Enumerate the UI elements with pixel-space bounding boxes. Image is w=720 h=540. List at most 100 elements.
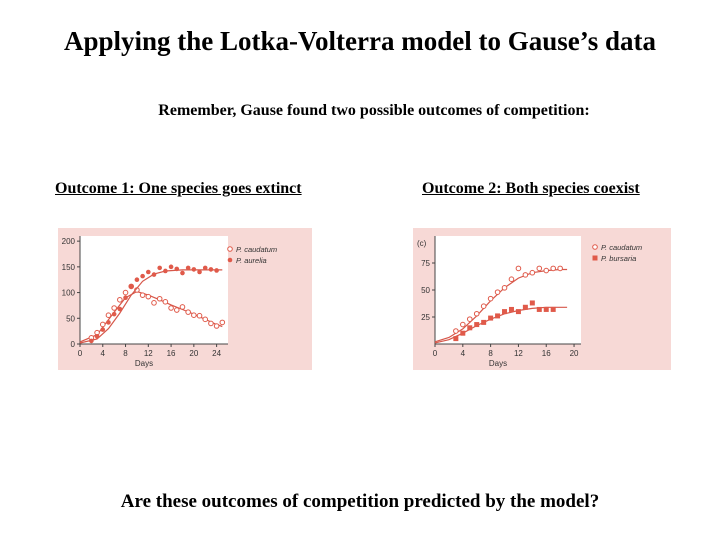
data-point	[185, 265, 191, 271]
y-tick-label: 50	[421, 286, 430, 295]
data-point	[196, 312, 203, 319]
series-0	[434, 265, 568, 343]
data-point	[495, 313, 501, 319]
data-point	[168, 264, 174, 270]
data-point	[111, 305, 117, 311]
data-point	[146, 269, 151, 275]
data-point	[197, 269, 202, 275]
data-point	[173, 307, 180, 313]
legend-marker	[227, 257, 233, 263]
data-point	[156, 295, 163, 302]
panel-label: (c)	[417, 239, 427, 248]
data-point	[488, 315, 494, 321]
data-point	[208, 267, 214, 272]
x-tick-label: 0	[433, 349, 438, 358]
data-point	[140, 273, 145, 279]
data-point	[168, 305, 174, 311]
legend-label: P. caudatum	[601, 243, 642, 252]
data-point	[202, 265, 208, 271]
x-tick-label: 8	[488, 349, 493, 358]
data-point	[536, 306, 542, 312]
data-point	[139, 292, 146, 298]
data-point	[105, 312, 112, 318]
data-point	[191, 312, 197, 318]
y-tick-label: 200	[62, 237, 76, 246]
data-point	[191, 267, 197, 272]
data-point	[106, 320, 111, 325]
data-point	[202, 316, 209, 323]
data-point	[467, 325, 473, 331]
data-point	[550, 265, 556, 272]
data-point	[219, 319, 226, 326]
data-point	[111, 311, 117, 317]
data-point	[123, 295, 128, 301]
data-point	[481, 319, 487, 325]
y-tick-label: 50	[66, 314, 75, 323]
data-point	[543, 267, 550, 274]
data-point	[162, 299, 169, 305]
x-tick-label: 4	[461, 349, 466, 358]
data-point	[99, 321, 106, 328]
data-point	[508, 306, 514, 312]
series-1	[434, 300, 568, 344]
data-point	[474, 322, 480, 328]
legend-label: P. bursaria	[601, 254, 636, 263]
data-point	[122, 289, 129, 296]
outcome-2-heading: Outcome 2: Both species coexist	[422, 180, 640, 197]
data-point	[501, 285, 508, 291]
data-point	[134, 277, 140, 283]
data-point	[157, 265, 162, 271]
legend-marker	[227, 246, 233, 252]
data-point	[94, 333, 100, 339]
data-point	[536, 265, 543, 272]
data-point	[515, 265, 522, 272]
data-point	[529, 269, 536, 276]
data-point	[502, 309, 508, 315]
x-tick-label: 12	[144, 349, 153, 358]
slide-title: Applying the Lotka-Volterra model to Gau…	[63, 26, 656, 56]
legend-marker	[592, 244, 598, 250]
slide-subtitle: Remember, Gause found two possible outco…	[158, 102, 590, 119]
data-point	[117, 296, 123, 303]
data-point	[214, 268, 219, 273]
chart-panel-coexistence: 0 4 8 12 16 20 25 50 75 Days (c) P. caudatum P. burs…	[413, 228, 671, 370]
data-point	[460, 330, 466, 336]
data-point	[174, 266, 180, 272]
data-point	[208, 320, 214, 327]
y-tick-label: 0	[71, 340, 76, 349]
chart-coexistence: 0 4 8 12 16 20 25 50 75 Days (c) P. caudatum P. burs…	[413, 228, 671, 370]
legend-label: P. caudatum	[236, 245, 277, 254]
x-tick-label: 24	[212, 349, 221, 358]
closing-question: Are these outcomes of competition predic…	[120, 491, 600, 512]
legend-label: P. aurelia	[236, 256, 267, 265]
x-axis-label: Days	[135, 359, 153, 368]
data-point	[466, 316, 473, 322]
data-point	[543, 306, 549, 312]
x-tick-label: 0	[78, 349, 83, 358]
data-point	[480, 303, 487, 309]
series-1	[79, 264, 223, 344]
data-point	[522, 304, 528, 310]
y-tick-label: 150	[62, 263, 76, 272]
legend-marker	[592, 255, 598, 261]
chart-panel-extinction: 0 4 8 12 16 20 24 0 50 100 150 200 Days P. caudatum P.…	[58, 228, 312, 370]
data-point	[145, 293, 152, 300]
chart-extinction: 0 4 8 12 16 20 24 0 50 100 150 200 Days P. caudatum P.…	[58, 228, 312, 370]
x-tick-label: 20	[570, 349, 579, 358]
data-point	[550, 306, 556, 312]
x-tick-label: 4	[101, 349, 106, 358]
data-point	[89, 338, 94, 344]
y-tick-label: 25	[421, 313, 430, 322]
data-point	[179, 304, 186, 310]
data-point	[494, 289, 501, 295]
data-point	[128, 284, 134, 289]
data-point	[508, 276, 515, 283]
data-point	[151, 272, 157, 277]
data-point	[185, 309, 191, 315]
data-point	[163, 268, 168, 274]
data-point	[453, 328, 459, 334]
plot-area	[435, 236, 581, 344]
data-point	[529, 300, 535, 306]
data-point	[487, 295, 494, 302]
x-tick-label: 16	[542, 349, 551, 358]
